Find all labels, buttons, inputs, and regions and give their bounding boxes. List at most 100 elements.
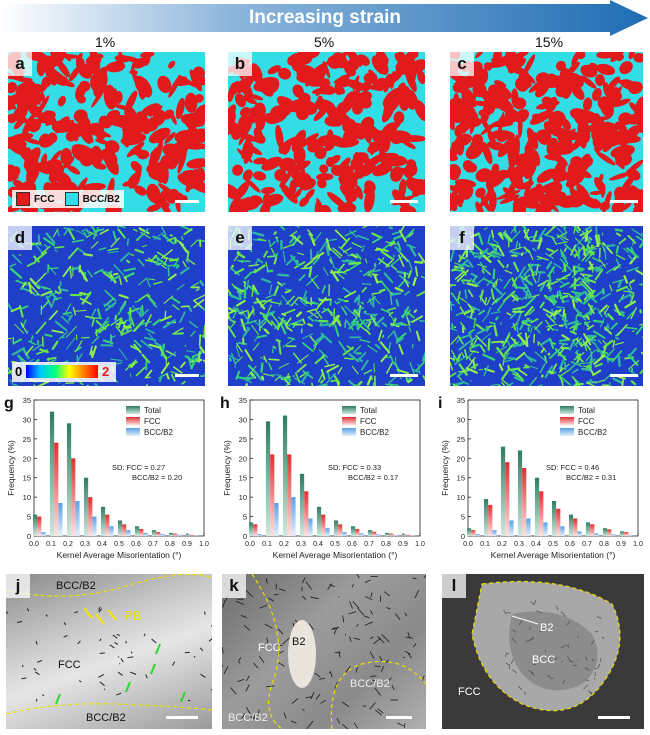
scale-bar [390, 374, 418, 377]
kam-boundary [572, 265, 576, 276]
kam-boundary [373, 363, 376, 373]
fcc-grain [146, 204, 162, 212]
kam-boundary [396, 270, 409, 276]
kam-boundary [306, 308, 319, 313]
dislocation [98, 674, 105, 678]
kam-boundary [138, 293, 149, 301]
tem-l-b2: B2 [540, 622, 554, 634]
kam-boundary [20, 305, 29, 310]
kam-boundary [630, 307, 637, 320]
kam-boundary [576, 337, 582, 344]
fcc-grain [393, 111, 405, 125]
fcc-grain [253, 157, 268, 165]
kam-boundary [345, 319, 354, 331]
kam-boundary [307, 323, 313, 327]
fcc-grain [613, 98, 631, 107]
panel-label-e: e [228, 226, 252, 250]
kam-boundary [593, 342, 604, 355]
panel-label-f: f [450, 226, 474, 250]
kam-boundary [303, 259, 314, 268]
kam-boundary [532, 247, 537, 252]
kam-boundary [289, 230, 298, 237]
fcc-grain [325, 157, 336, 168]
kam-boundary [580, 367, 593, 372]
kam-boundary [102, 339, 114, 345]
kam-boundary [104, 289, 117, 302]
dislocation [117, 671, 123, 676]
kam-boundary [598, 304, 608, 314]
kam-boundary [450, 372, 457, 378]
fcc-grain [49, 150, 62, 164]
kam-boundary [569, 283, 579, 289]
kam-boundary [259, 356, 266, 361]
fcc-grain [45, 62, 58, 86]
x-tick-label: 0.0 [29, 541, 39, 548]
kam-boundary [528, 308, 536, 316]
dislocation [305, 696, 313, 699]
x-tick-label: 0.7 [582, 541, 592, 548]
kam-boundary [506, 312, 512, 316]
dislocation [596, 616, 602, 619]
phase-boundary [251, 574, 283, 729]
bar-total [66, 423, 72, 536]
kam-boundary [457, 291, 461, 302]
kam-boundary [114, 362, 123, 366]
legend-swatch [126, 406, 140, 414]
y-tick-label: 0 [27, 532, 31, 541]
kam-boundary [54, 320, 68, 332]
kam-boundary [190, 239, 199, 247]
kam-boundary [325, 244, 330, 256]
kam-boundary [244, 377, 252, 384]
kam-boundary [450, 292, 461, 305]
fcc-grain [450, 169, 460, 181]
kam-boundary [150, 254, 158, 263]
kam-boundary [320, 379, 324, 384]
bar-bcc-b2 [543, 522, 548, 536]
kam-boundary [573, 290, 586, 300]
kam-boundary [290, 296, 300, 307]
kam-boundary [470, 338, 475, 346]
fcc-grain [342, 123, 361, 146]
fcc-grain [158, 183, 176, 196]
kam-boundary [153, 281, 163, 285]
kam-boundary [468, 343, 480, 350]
kam-boundary [123, 272, 135, 279]
kam-boundary [587, 263, 594, 270]
kam-boundary [263, 373, 274, 377]
kam-boundary [148, 343, 162, 349]
kam-boundary [496, 346, 506, 359]
fcc-grain [474, 52, 485, 59]
kam-boundary [29, 277, 41, 290]
sd-annotation-fcc: SD: FCC = 0.46 [546, 463, 599, 472]
kam-boundary [162, 234, 175, 245]
legend-swatch [560, 428, 574, 436]
fcc-swatch [16, 192, 30, 206]
kam-boundary [186, 250, 190, 261]
kam-boundary [295, 372, 301, 384]
kam-boundary [576, 353, 582, 364]
scale-bar [175, 200, 199, 203]
fcc-grain [98, 115, 113, 129]
fcc-grain [157, 75, 172, 93]
kam-boundary [165, 351, 177, 361]
dislocation [543, 625, 547, 631]
dislocation [518, 619, 523, 625]
fcc-grain [405, 52, 419, 61]
kam-boundary [487, 338, 491, 351]
fcc-grain [591, 130, 610, 150]
kam-boundary [350, 253, 358, 259]
fcc-grain [40, 91, 45, 103]
legend-label: BCC/B2 [578, 428, 607, 437]
kam-boundary [335, 268, 348, 275]
fcc-grain [610, 144, 635, 159]
dislocation [556, 605, 559, 611]
bar-total [483, 499, 489, 536]
bar-total [500, 446, 506, 536]
fcc-grain [242, 95, 257, 105]
kam-boundary [617, 355, 621, 368]
tem-image-j: j BCC/B2 PB FCC BCC/B2 [6, 574, 212, 729]
bar-fcc [389, 533, 394, 536]
dislocation [45, 614, 48, 617]
kam-boundary [381, 322, 388, 327]
kam-boundary [329, 299, 332, 307]
